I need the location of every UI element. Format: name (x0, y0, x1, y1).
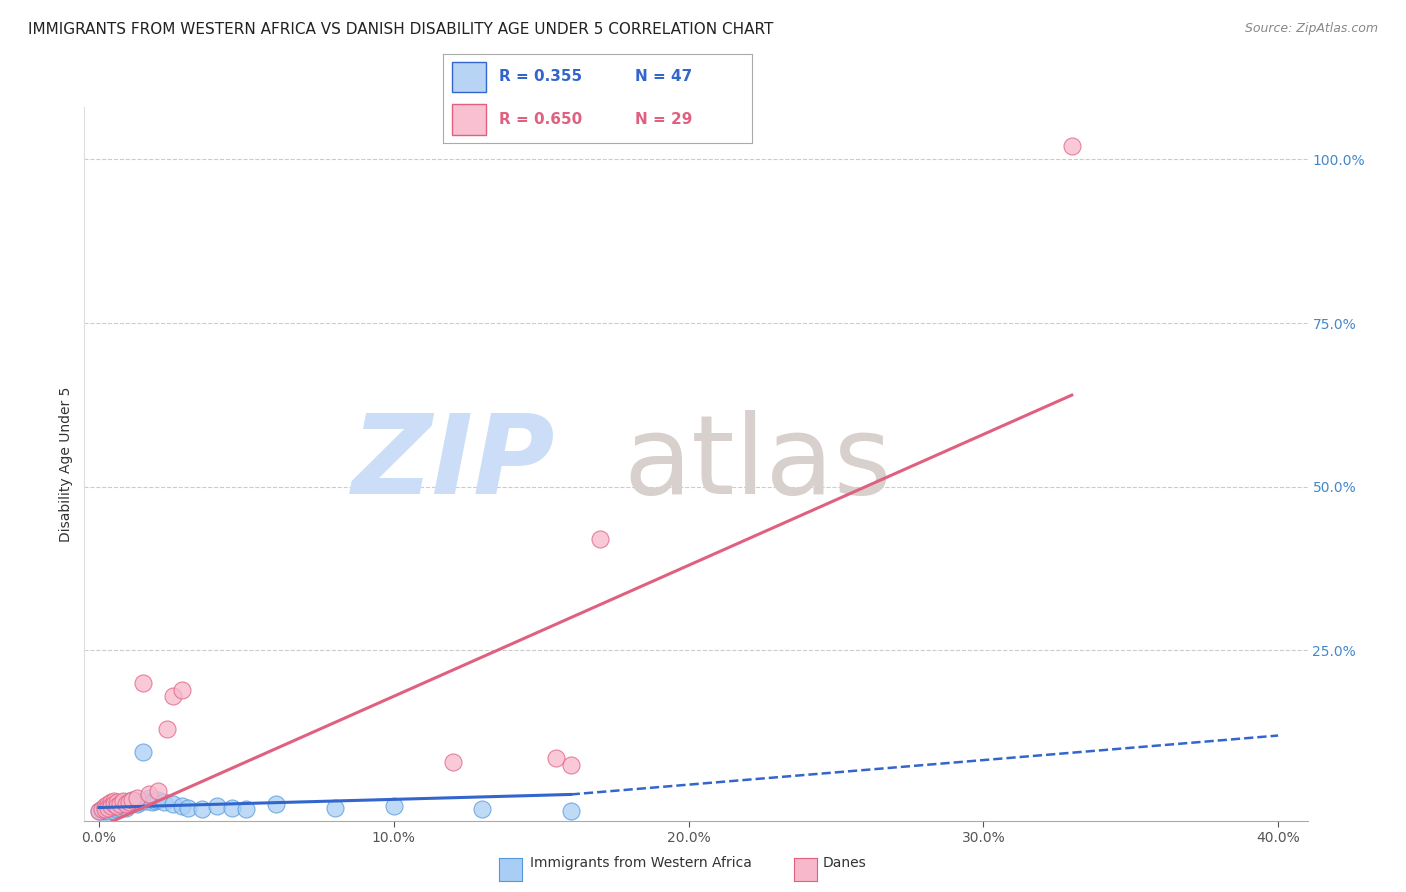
Text: Source: ZipAtlas.com: Source: ZipAtlas.com (1244, 22, 1378, 36)
Point (91, 802, 114, 816)
Point (114, 800, 136, 814)
Point (111, 795, 134, 809)
Text: IMMIGRANTS FROM WESTERN AFRICA VS DANISH DISABILITY AGE UNDER 5 CORRELATION CHAR: IMMIGRANTS FROM WESTERN AFRICA VS DANISH… (28, 22, 773, 37)
Point (560, 804, 582, 818)
Point (108, 800, 131, 814)
Point (117, 794, 139, 808)
Point (560, 758, 582, 772)
Point (100, 795, 122, 809)
Text: ZIP: ZIP (352, 410, 555, 517)
Point (94, 800, 117, 814)
Point (97, 802, 120, 816)
Point (135, 794, 157, 808)
Point (111, 794, 134, 808)
Point (97, 799, 120, 814)
Point (105, 799, 128, 814)
Bar (453, 104, 486, 135)
Point (127, 790, 149, 805)
Point (105, 802, 128, 816)
Point (97, 800, 120, 814)
Point (382, 799, 405, 814)
Point (170, 799, 193, 814)
Text: Immigrants from Western Africa: Immigrants from Western Africa (530, 855, 752, 870)
Point (141, 795, 163, 809)
Point (441, 755, 464, 769)
Point (103, 794, 125, 808)
Point (103, 797, 125, 812)
Point (221, 800, 243, 814)
Point (264, 797, 287, 812)
Point (471, 802, 494, 816)
Point (323, 800, 346, 814)
Text: N = 29: N = 29 (634, 112, 692, 127)
Point (91, 804, 114, 818)
Point (138, 790, 160, 805)
Point (114, 797, 136, 812)
Point (1060, 139, 1083, 153)
Point (100, 799, 122, 814)
Point (138, 788, 160, 802)
Y-axis label: Disability Age Under 5: Disability Age Under 5 (59, 386, 73, 541)
Point (103, 802, 125, 816)
Point (94, 802, 117, 816)
Point (87, 804, 110, 818)
Point (97, 804, 120, 818)
Point (589, 532, 612, 546)
Point (121, 793, 143, 807)
Point (117, 795, 139, 809)
Point (94, 802, 117, 816)
Point (105, 799, 128, 814)
Point (191, 802, 214, 816)
Point (94, 799, 117, 814)
Point (105, 795, 128, 809)
Point (146, 793, 169, 807)
Point (108, 797, 131, 812)
Point (162, 690, 184, 704)
Point (143, 794, 166, 808)
Text: N = 47: N = 47 (634, 70, 692, 84)
Point (153, 795, 176, 809)
Point (87, 804, 110, 818)
Point (103, 804, 125, 818)
Point (176, 800, 198, 814)
Point (132, 745, 155, 759)
Point (129, 795, 152, 809)
Point (132, 676, 155, 690)
Text: R = 0.650: R = 0.650 (499, 112, 582, 127)
Point (114, 797, 136, 812)
Point (146, 784, 169, 798)
Point (117, 797, 139, 812)
Point (205, 799, 228, 814)
Point (124, 793, 146, 807)
Point (156, 722, 179, 736)
Point (100, 800, 122, 814)
Point (127, 797, 149, 812)
Point (94, 804, 117, 818)
Text: R = 0.355: R = 0.355 (499, 70, 582, 84)
Point (91, 802, 114, 816)
Point (544, 751, 567, 765)
Text: Danes: Danes (823, 855, 866, 870)
Point (100, 797, 122, 812)
Point (108, 797, 131, 812)
Point (235, 802, 257, 816)
Point (170, 682, 193, 697)
Point (111, 799, 134, 814)
Point (121, 795, 143, 809)
Text: atlas: atlas (623, 410, 891, 517)
Point (97, 797, 120, 812)
Bar (453, 62, 486, 92)
Point (162, 797, 184, 812)
Point (103, 800, 125, 814)
